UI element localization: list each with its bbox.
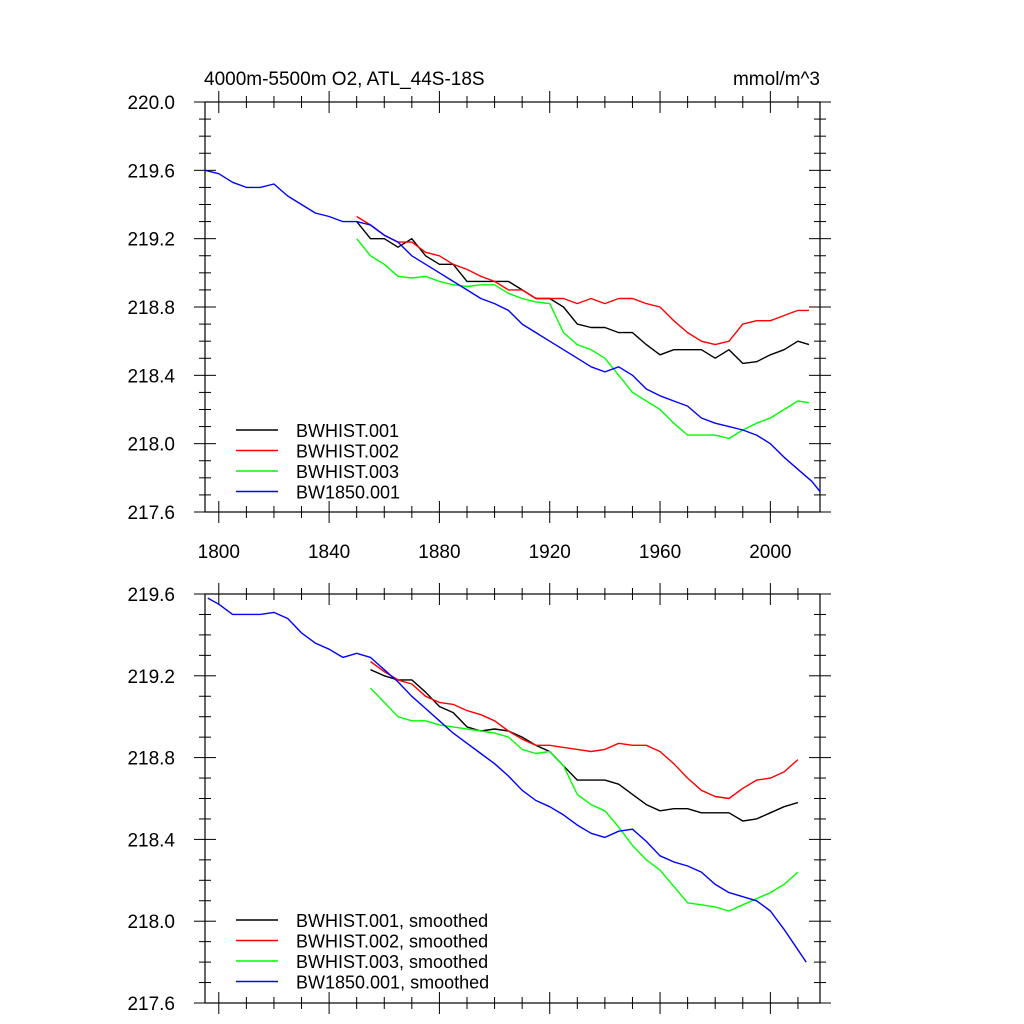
- top-legend-label-2: BWHIST.002: [296, 442, 399, 462]
- top-x-tick-label: 1800: [198, 542, 240, 563]
- bottom-series-line-1: [370, 669, 799, 822]
- bottom-series-line-2: [370, 660, 799, 800]
- bottom-y-tick-label: 218.8: [127, 749, 175, 770]
- top-x-tick-label: 1840: [308, 542, 350, 563]
- top-x-tick-label: 2000: [749, 542, 791, 563]
- bottom-series-line-4: [207, 597, 807, 963]
- top-plot-area: 1800 1840 1880 1920 1960 2000 220.0 219.6 219.2 2…: [127, 91, 831, 563]
- chart-title: 4000m-5500m O2, ATL_44S-18S: [204, 69, 485, 90]
- units-label: mmol/m^3: [733, 69, 820, 90]
- bottom-y-tick-label: 217.6: [127, 994, 175, 1015]
- bottom-y-tick-label: 219.2: [127, 667, 175, 688]
- top-y-tick-label: 217.6: [127, 503, 175, 524]
- top-y-tick-label: 218.8: [127, 298, 175, 319]
- top-y-tick-label: 218.4: [127, 366, 175, 387]
- bottom-y-tick-label: 218.0: [127, 912, 175, 933]
- top-x-tick-label: 1960: [639, 542, 681, 563]
- top-x-tick-label: 1880: [418, 542, 460, 563]
- bottom-legend-label-2: BWHIST.002, smoothed: [296, 932, 488, 952]
- bottom-panel: 219.6 219.2 218.8 218.4 218.0 217.6 BWHIST.001…: [127, 583, 831, 1015]
- top-y-tick-label: 220.0: [127, 93, 175, 114]
- top-series-line-3: [356, 238, 810, 440]
- bottom-plot-area: 219.6 219.2 218.8 218.4 218.0 217.6 BWHIST.001…: [127, 583, 831, 1015]
- top-legend-label-4: BW1850.001: [296, 483, 400, 503]
- bottom-y-tick-label: 218.4: [127, 830, 175, 851]
- top-legend-label-3: BWHIST.003: [296, 462, 399, 482]
- bottom-y-tick-label: 219.6: [127, 585, 175, 606]
- bottom-legend-label-4: BW1850.001, smoothed: [296, 973, 489, 993]
- top-y-tick-label: 218.0: [127, 435, 175, 456]
- top-y-tick-label: 219.6: [127, 161, 175, 182]
- bottom-legend-label-1: BWHIST.001, smoothed: [296, 911, 488, 931]
- bottom-legend-label-3: BWHIST.003, smoothed: [296, 952, 488, 972]
- top-series-line-4: [204, 169, 821, 492]
- top-panel: 4000m-5500m O2, ATL_44S-18S mmol/m^3 180…: [127, 69, 831, 563]
- bottom-series-line-3: [369, 687, 799, 912]
- top-series-line-2: [356, 215, 809, 346]
- top-legend-label-1: BWHIST.001: [296, 421, 399, 441]
- top-y-tick-label: 219.2: [127, 230, 175, 251]
- top-x-tick-label: 1920: [529, 542, 571, 563]
- top-series-line-1: [356, 221, 810, 365]
